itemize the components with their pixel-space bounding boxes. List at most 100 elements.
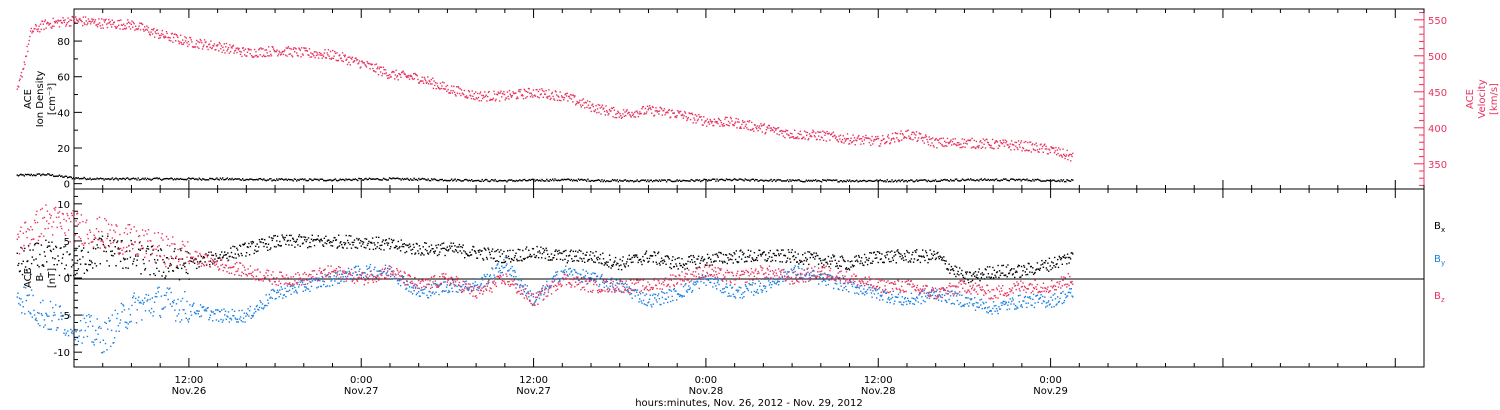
data-point: [716, 281, 719, 284]
data-point: [131, 20, 133, 22]
data-point: [111, 19, 113, 21]
data-point: [198, 177, 200, 179]
data-point: [306, 50, 309, 52]
data-point: [520, 179, 522, 182]
data-point: [919, 261, 922, 264]
data-point: [937, 251, 939, 254]
data-point: [271, 297, 273, 299]
data-point: [173, 178, 176, 180]
data-point: [24, 287, 27, 289]
data-point: [1006, 144, 1008, 146]
data-point: [338, 179, 340, 181]
data-point: [108, 265, 110, 267]
data-point: [663, 259, 665, 261]
data-point: [925, 252, 928, 254]
data-point: [236, 247, 238, 249]
data-point: [966, 143, 968, 145]
data-point: [554, 90, 556, 92]
data-point: [222, 46, 224, 48]
data-point: [430, 78, 432, 81]
data-point: [106, 26, 109, 29]
data-point: [234, 50, 236, 52]
data-point: [229, 44, 231, 46]
data-point: [1054, 180, 1056, 182]
data-point: [712, 254, 714, 256]
data-point: [394, 246, 396, 249]
data-point: [750, 179, 752, 181]
data-point: [867, 179, 870, 182]
data-point: [320, 52, 322, 55]
data-point: [271, 180, 273, 182]
data-point: [616, 262, 618, 264]
data-point: [183, 41, 185, 44]
data-point: [229, 255, 231, 258]
data-point: [134, 29, 136, 31]
data-point: [606, 111, 609, 113]
data-point: [380, 179, 382, 181]
data-point: [656, 301, 658, 303]
data-point: [776, 179, 778, 181]
data-point: [773, 281, 775, 283]
data-point: [832, 254, 834, 256]
data-point: [494, 260, 497, 262]
data-point: [484, 95, 487, 98]
data-point: [106, 260, 108, 262]
data-point: [805, 260, 808, 262]
data-point: [372, 70, 375, 72]
data-point: [880, 258, 882, 260]
data-point: [736, 179, 738, 181]
data-point: [97, 23, 99, 25]
data-point: [692, 122, 694, 124]
data-point: [121, 311, 123, 313]
data-point: [346, 271, 348, 273]
data-point: [87, 325, 89, 328]
data-point: [617, 181, 620, 183]
data-point: [611, 107, 613, 110]
data-point: [1050, 268, 1052, 271]
data-point: [710, 258, 712, 261]
data-point: [528, 88, 530, 90]
data-point: [553, 280, 556, 282]
data-point: [915, 251, 917, 253]
data-point: [770, 130, 772, 132]
data-point: [458, 179, 460, 181]
data-point: [955, 275, 957, 278]
data-point: [358, 238, 360, 240]
data-point: [986, 138, 988, 141]
data-point: [571, 274, 574, 276]
data-point: [436, 247, 438, 249]
data-point: [570, 178, 573, 181]
data-point: [162, 308, 164, 310]
data-point: [204, 310, 206, 312]
data-point: [296, 292, 298, 294]
data-point: [667, 255, 669, 257]
data-point: [144, 310, 147, 312]
data-point: [848, 267, 850, 270]
data-point: [278, 244, 280, 247]
data-point: [485, 178, 487, 181]
data-point: [517, 179, 520, 182]
data-point: [990, 144, 992, 147]
data-point: [142, 177, 144, 180]
data-point: [703, 258, 706, 260]
data-point: [508, 89, 511, 92]
data-point: [148, 310, 150, 312]
data-point: [442, 281, 445, 283]
data-point: [454, 249, 457, 251]
data-point: [87, 18, 90, 20]
data-point: [363, 62, 366, 64]
data-point: [120, 302, 123, 305]
data-point: [155, 32, 157, 35]
data-point: [922, 140, 924, 142]
data-point: [104, 342, 107, 345]
data-point: [242, 47, 244, 49]
data-point: [891, 179, 893, 181]
data-point: [992, 178, 994, 181]
data-point: [664, 255, 667, 258]
data-point: [77, 177, 79, 179]
data-point: [767, 277, 769, 279]
data-point: [167, 267, 169, 269]
data-point: [1036, 178, 1039, 180]
data-point: [65, 25, 67, 27]
data-point: [870, 252, 873, 254]
